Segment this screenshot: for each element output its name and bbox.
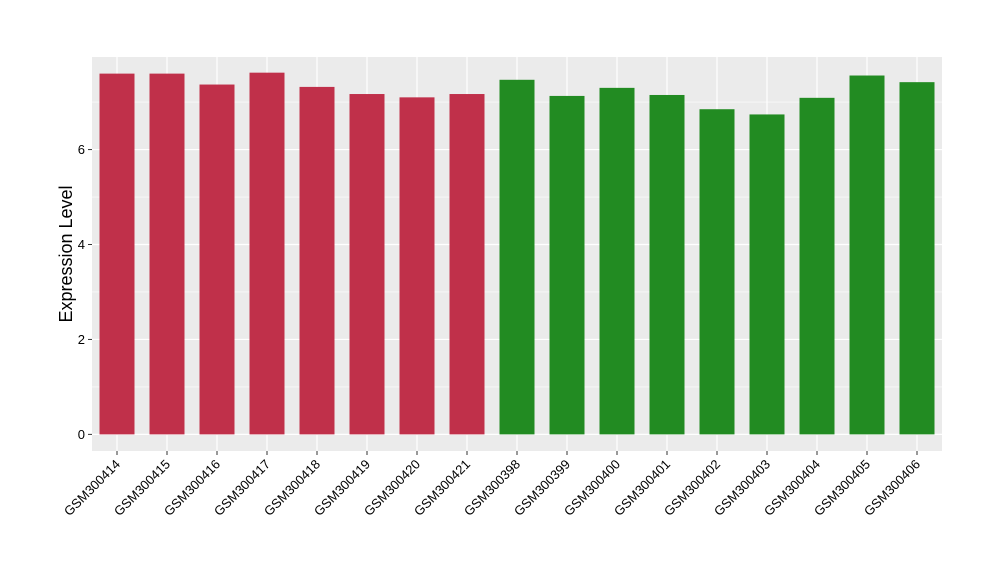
bar-GSM300416 bbox=[199, 84, 235, 435]
y-tick-label: 0 bbox=[78, 427, 85, 442]
y-tick-label: 2 bbox=[78, 332, 85, 347]
bar-GSM300414 bbox=[99, 73, 135, 435]
bar-GSM300421 bbox=[449, 94, 485, 435]
bar-GSM300400 bbox=[599, 87, 635, 435]
bar-GSM300419 bbox=[349, 94, 385, 435]
bar-GSM300405 bbox=[849, 75, 885, 435]
bar-GSM300418 bbox=[299, 86, 335, 435]
bar-GSM300404 bbox=[799, 97, 835, 435]
bar-GSM300399 bbox=[549, 95, 585, 435]
y-axis: 0 2 4 6 bbox=[78, 142, 92, 442]
bar-GSM300403 bbox=[749, 114, 785, 435]
bar-GSM300406 bbox=[899, 82, 935, 435]
bar-GSM300415 bbox=[149, 73, 185, 435]
bar-GSM300398 bbox=[499, 79, 535, 435]
bar-GSM300401 bbox=[649, 94, 685, 435]
y-axis-title: Expression Level bbox=[56, 185, 76, 322]
bars bbox=[99, 72, 935, 435]
x-axis: GSM300414GSM300415GSM300416GSM300417GSM3… bbox=[61, 451, 923, 519]
bar-GSM300417 bbox=[249, 72, 285, 435]
y-tick-label: 4 bbox=[78, 237, 85, 252]
bar-GSM300420 bbox=[399, 97, 435, 435]
bar-GSM300402 bbox=[699, 109, 735, 435]
y-tick-label: 6 bbox=[78, 142, 85, 157]
